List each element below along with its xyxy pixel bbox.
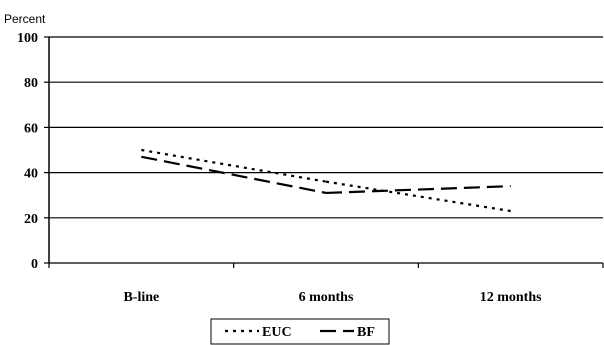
y-axis-label: Percent [4,12,46,26]
y-tick-label: 60 [24,121,38,136]
y-tick-label: 100 [17,31,38,46]
x-tick-label: B-line [123,290,159,305]
grid [48,36,603,264]
series-segment [141,148,327,183]
legend-label-euc: EUC [262,325,292,340]
y-tick-label: 80 [24,76,38,91]
x-tick-label: 6 months [299,290,354,305]
y-tick-label: 40 [24,167,38,182]
legend-box [210,318,390,345]
legend: EUC BF [210,318,390,345]
x-tick-label: 12 months [480,290,542,305]
series-segment [325,185,511,195]
series-segment [141,155,327,195]
y-tick-label: 0 [31,257,38,272]
legend-label-bf: BF [357,325,375,340]
y-ticks: 0 20 40 60 80 100 [17,31,49,272]
series-segment [325,180,511,213]
series-lines [141,148,511,213]
y-tick-label: 20 [24,212,38,227]
series-bf [141,155,511,195]
x-ticks: B-line 6 months 12 months [48,263,604,305]
series-euc [141,148,511,213]
